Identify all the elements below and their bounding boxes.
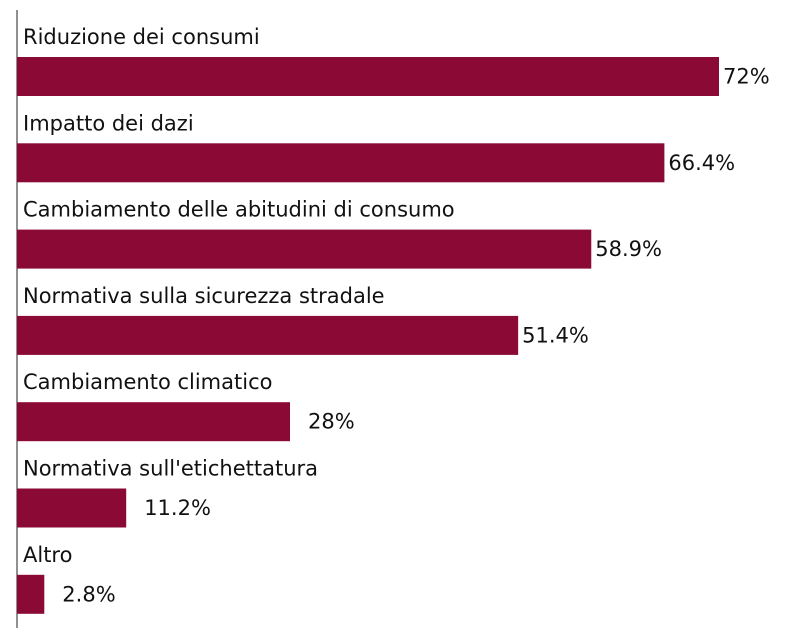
value-label: 58.9% [595,237,662,261]
bar [17,488,127,528]
category-label: Normativa sull'etichettatura [23,457,318,481]
bar [17,402,290,442]
category-label: Riduzione dei consumi [23,25,260,49]
category-label: Normativa sulla sicurezza stradale [23,284,385,308]
bar [17,143,665,183]
value-label: 11.2% [144,496,211,520]
value-label: 2.8% [62,582,115,606]
value-label: 66.4% [668,151,735,175]
value-label: 72% [723,65,770,89]
bar [17,574,45,614]
value-label: 51.4% [522,323,589,347]
category-label: Altro [23,543,72,567]
category-label: Cambiamento climatico [23,370,272,394]
category-label: Impatto dei dazi [23,111,194,135]
bar [17,229,592,269]
category-label: Cambiamento delle abitudini di consumo [23,198,455,222]
bar [17,315,519,355]
bar [17,57,719,96]
value-label: 28% [308,410,355,434]
